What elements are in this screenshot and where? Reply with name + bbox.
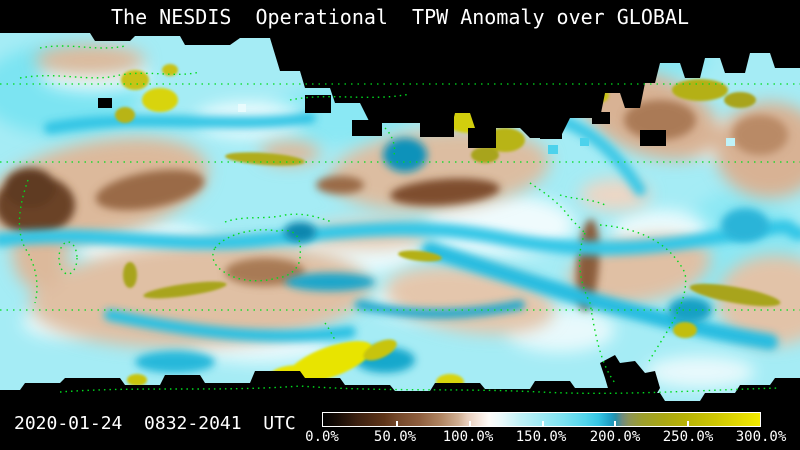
- colorbar-label-2: 100.0%: [442, 429, 494, 445]
- colorbar-tick: [687, 421, 690, 426]
- anomaly-map-svg: [0, 33, 800, 408]
- colorbar-gradient: [323, 413, 760, 426]
- colorbar-tick: [614, 421, 617, 426]
- anomaly-map: [0, 33, 800, 408]
- colorbar-label-0: 0.0%: [305, 429, 339, 445]
- colorbar-tick: [468, 421, 471, 426]
- colorbar-tick: [395, 421, 398, 426]
- colorbar: [322, 412, 761, 427]
- colorbar-label-6: 300.0%: [735, 429, 787, 445]
- page-title: The NESDIS Operational TPW Anomaly over …: [111, 5, 689, 29]
- colorbar-label-4: 200.0%: [589, 429, 641, 445]
- timestamp: 2020-01-24 0832-2041 UTC: [14, 413, 296, 434]
- colorbar-label-5: 250.0%: [662, 429, 714, 445]
- colorbar-label-3: 150.0%: [515, 429, 567, 445]
- colorbar-tick: [541, 421, 544, 426]
- colorbar-label-1: 50.0%: [373, 429, 417, 445]
